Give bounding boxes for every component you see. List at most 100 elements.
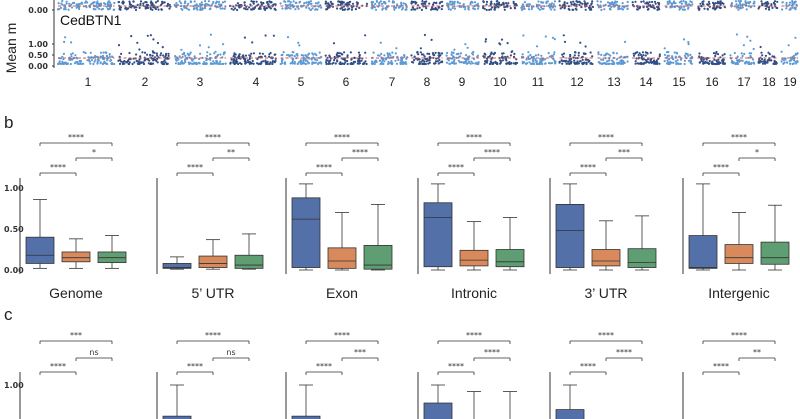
data-point: [469, 3, 472, 6]
data-point: [445, 54, 448, 57]
data-point: [416, 50, 419, 54]
data-point: [432, 3, 435, 6]
tick-label: 0.50: [28, 51, 48, 60]
data-point: [471, 1, 474, 4]
data-point: [70, 3, 73, 6]
data-point: [458, 4, 461, 8]
data-point: [472, 50, 475, 54]
data-point: [546, 0, 550, 3]
data-point: [232, 60, 235, 63]
data-point: [530, 7, 534, 11]
data-point: [252, 52, 255, 55]
data-point: [438, 58, 441, 62]
data-point: [269, 51, 272, 55]
data-point: [89, 62, 92, 65]
data-point: [61, 55, 64, 58]
data-point: [150, 62, 153, 66]
data-point: [264, 59, 267, 62]
data-point: [246, 59, 249, 62]
data-point: [318, 51, 321, 54]
data-point: [563, 40, 567, 44]
data-point: [109, 59, 113, 62]
data-point: [175, 1, 178, 5]
data-point: [375, 60, 378, 63]
data-point: [448, 62, 451, 65]
data-point: [358, 60, 361, 63]
data-point: [761, 58, 764, 61]
boxplot-group: ***********: [285, 331, 379, 419]
data-point: [455, 53, 458, 56]
region-label: Intronic: [451, 285, 497, 301]
data-point: [230, 58, 233, 61]
data-point: [491, 56, 494, 59]
data-point: [674, 2, 677, 5]
data-point: [553, 8, 556, 11]
data-point: [657, 7, 660, 10]
data-point: [156, 0, 159, 3]
data-point: [658, 55, 661, 58]
data-point: [423, 0, 426, 4]
data-point: [397, 58, 400, 62]
data-point: [325, 8, 328, 11]
data-point: [395, 62, 399, 65]
data-point: [193, 0, 196, 3]
data-point: [206, 3, 209, 6]
data-point: [293, 60, 296, 64]
data-point: [735, 33, 739, 36]
data-point: [341, 6, 344, 9]
data-point: [328, 60, 331, 63]
data-point: [515, 61, 519, 65]
data-point: [314, 2, 317, 5]
data-point: [550, 2, 554, 5]
box: [627, 248, 657, 268]
data-point: [117, 0, 120, 4]
data-point: [685, 1, 688, 4]
data-point: [344, 3, 347, 6]
data-point: [470, 60, 473, 63]
data-point: [499, 62, 502, 65]
data-point: [320, 62, 323, 65]
data-point: [776, 0, 779, 3]
data-point: [703, 7, 706, 10]
data-point: [554, 62, 557, 65]
data-point: [298, 44, 301, 47]
data-point: [219, 53, 222, 56]
data-point: [621, 8, 625, 11]
data-point: [354, 8, 357, 11]
data-point: [636, 51, 639, 54]
data-point: [374, 8, 378, 11]
data-point: [717, 58, 720, 61]
data-point: [750, 52, 753, 55]
data-point: [663, 53, 667, 57]
data-point: [209, 33, 212, 36]
data-point: [773, 60, 776, 64]
data-point: [569, 1, 573, 4]
data-point: [700, 5, 703, 8]
manhattan-bottom-track: [57, 33, 799, 66]
data-point: [655, 59, 658, 62]
data-point: [673, 51, 676, 54]
box: [291, 197, 321, 268]
data-point: [621, 1, 624, 5]
data-point: [281, 7, 284, 10]
data-point: [413, 59, 416, 62]
data-point: [305, 1, 308, 4]
data-point: [644, 54, 647, 57]
data-point: [687, 6, 690, 9]
data-point: [748, 61, 751, 64]
data-point: [117, 59, 120, 62]
data-point: [100, 8, 103, 11]
data-point: [250, 62, 253, 65]
data-point: [316, 2, 319, 5]
data-point: [602, 58, 605, 62]
data-point: [636, 62, 639, 65]
chromosome-label: 9: [459, 75, 466, 89]
data-point: [307, 53, 310, 56]
data-point: [668, 62, 671, 65]
data-point: [378, 54, 381, 57]
data-point: [508, 61, 511, 64]
data-point: [250, 0, 253, 3]
data-point: [327, 6, 330, 9]
data-point: [515, 4, 518, 7]
